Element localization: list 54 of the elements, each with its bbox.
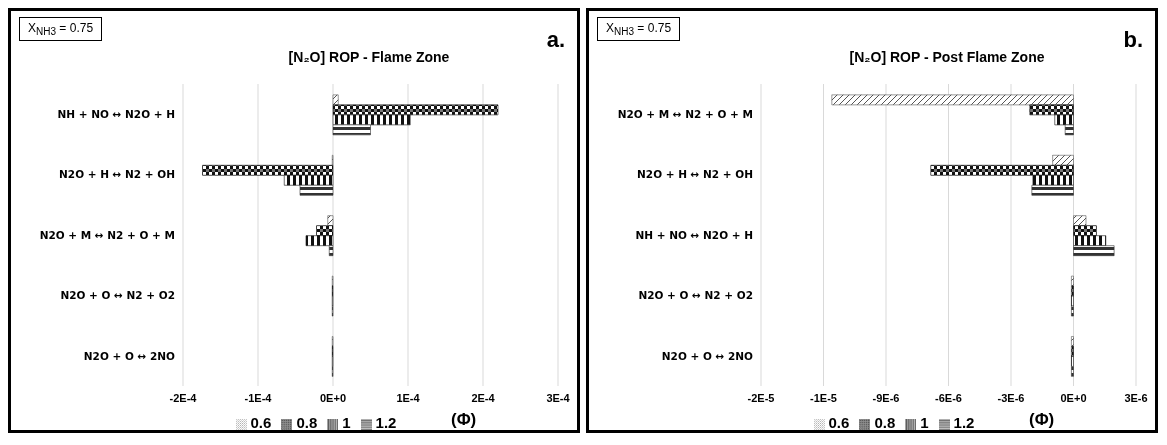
y-tick-label: N2O + H ↔ N2 + OH xyxy=(59,168,175,181)
legend-label: 1 xyxy=(920,414,929,431)
y-tick-label: N2O + H ↔ N2 + OH xyxy=(637,168,753,181)
x-tick-label: 0E+0 xyxy=(1060,391,1087,404)
bar xyxy=(1031,184,1074,196)
bar xyxy=(328,245,334,256)
x-tick-label: -2E-4 xyxy=(169,391,198,404)
x-tick-label: -2E-5 xyxy=(747,391,775,404)
x-tick-label: -1E-4 xyxy=(244,391,273,404)
y-tick-label: N2O + O ↔ 2NO xyxy=(661,349,754,362)
bar xyxy=(332,94,339,106)
bar xyxy=(299,184,334,196)
legend-label: 1 xyxy=(342,414,351,431)
text: b. xyxy=(1123,27,1143,53)
legend-label: 1.2 xyxy=(375,414,397,431)
x-tick-label: -1E-5 xyxy=(810,391,837,404)
text: X$_{NH3}$ = 0.75 xyxy=(19,17,103,42)
y-tick-label: N2O + O ↔ N2 + O2 xyxy=(60,289,175,302)
bar xyxy=(327,215,334,226)
x-tick-label: 2E-4 xyxy=(471,391,496,404)
x-tick-label: -9E-6 xyxy=(872,391,900,404)
bar xyxy=(332,124,371,136)
y-tick-label: N2O + O ↔ N2 + O2 xyxy=(638,289,753,302)
bar xyxy=(831,94,1074,106)
bar xyxy=(1052,154,1074,166)
legend-label: 0.6 xyxy=(250,414,272,431)
legend-title: (Φ) xyxy=(1029,410,1055,430)
legend-label: 0.6 xyxy=(828,414,850,431)
y-tick-label: N2O + M ↔ N2 + O + M xyxy=(617,107,753,120)
legend-label: 1.2 xyxy=(953,414,975,431)
bar xyxy=(1071,366,1074,377)
bar xyxy=(1073,245,1115,256)
legend-label: 0.8 xyxy=(874,414,896,431)
legend-title: (Φ) xyxy=(451,410,477,430)
legend-label: 0.8 xyxy=(296,414,318,431)
y-tick-label: NH + NO ↔ N2O + H xyxy=(635,228,753,241)
bar xyxy=(1071,336,1074,347)
y-tick-label: N2O + O ↔ 2NO xyxy=(83,349,176,362)
y-tick-label: N2O + M ↔ N2 + O + M xyxy=(39,228,175,241)
bar xyxy=(1071,305,1074,317)
x-tick-label: -6E-6 xyxy=(935,391,962,404)
bar xyxy=(1073,215,1087,226)
chart-title: [N₂O] ROP - Post Flame Zone xyxy=(849,49,1045,65)
x-tick-label: 3E-6 xyxy=(1124,391,1148,404)
text: a. xyxy=(546,27,565,53)
bar xyxy=(1064,124,1074,136)
chart-title: [N₂O] ROP - Flame Zone xyxy=(288,49,450,65)
x-tick-label: 0E+0 xyxy=(320,391,346,404)
x-tick-label: -3E-6 xyxy=(997,391,1025,404)
x-tick-label: 3E-4 xyxy=(546,391,571,404)
y-tick-label: NH + NO ↔ N2O + H xyxy=(57,107,175,120)
x-tick-label: 1E-4 xyxy=(396,391,421,404)
text: X$_{NH3}$ = 0.75 xyxy=(597,17,681,42)
bar xyxy=(1071,275,1074,287)
